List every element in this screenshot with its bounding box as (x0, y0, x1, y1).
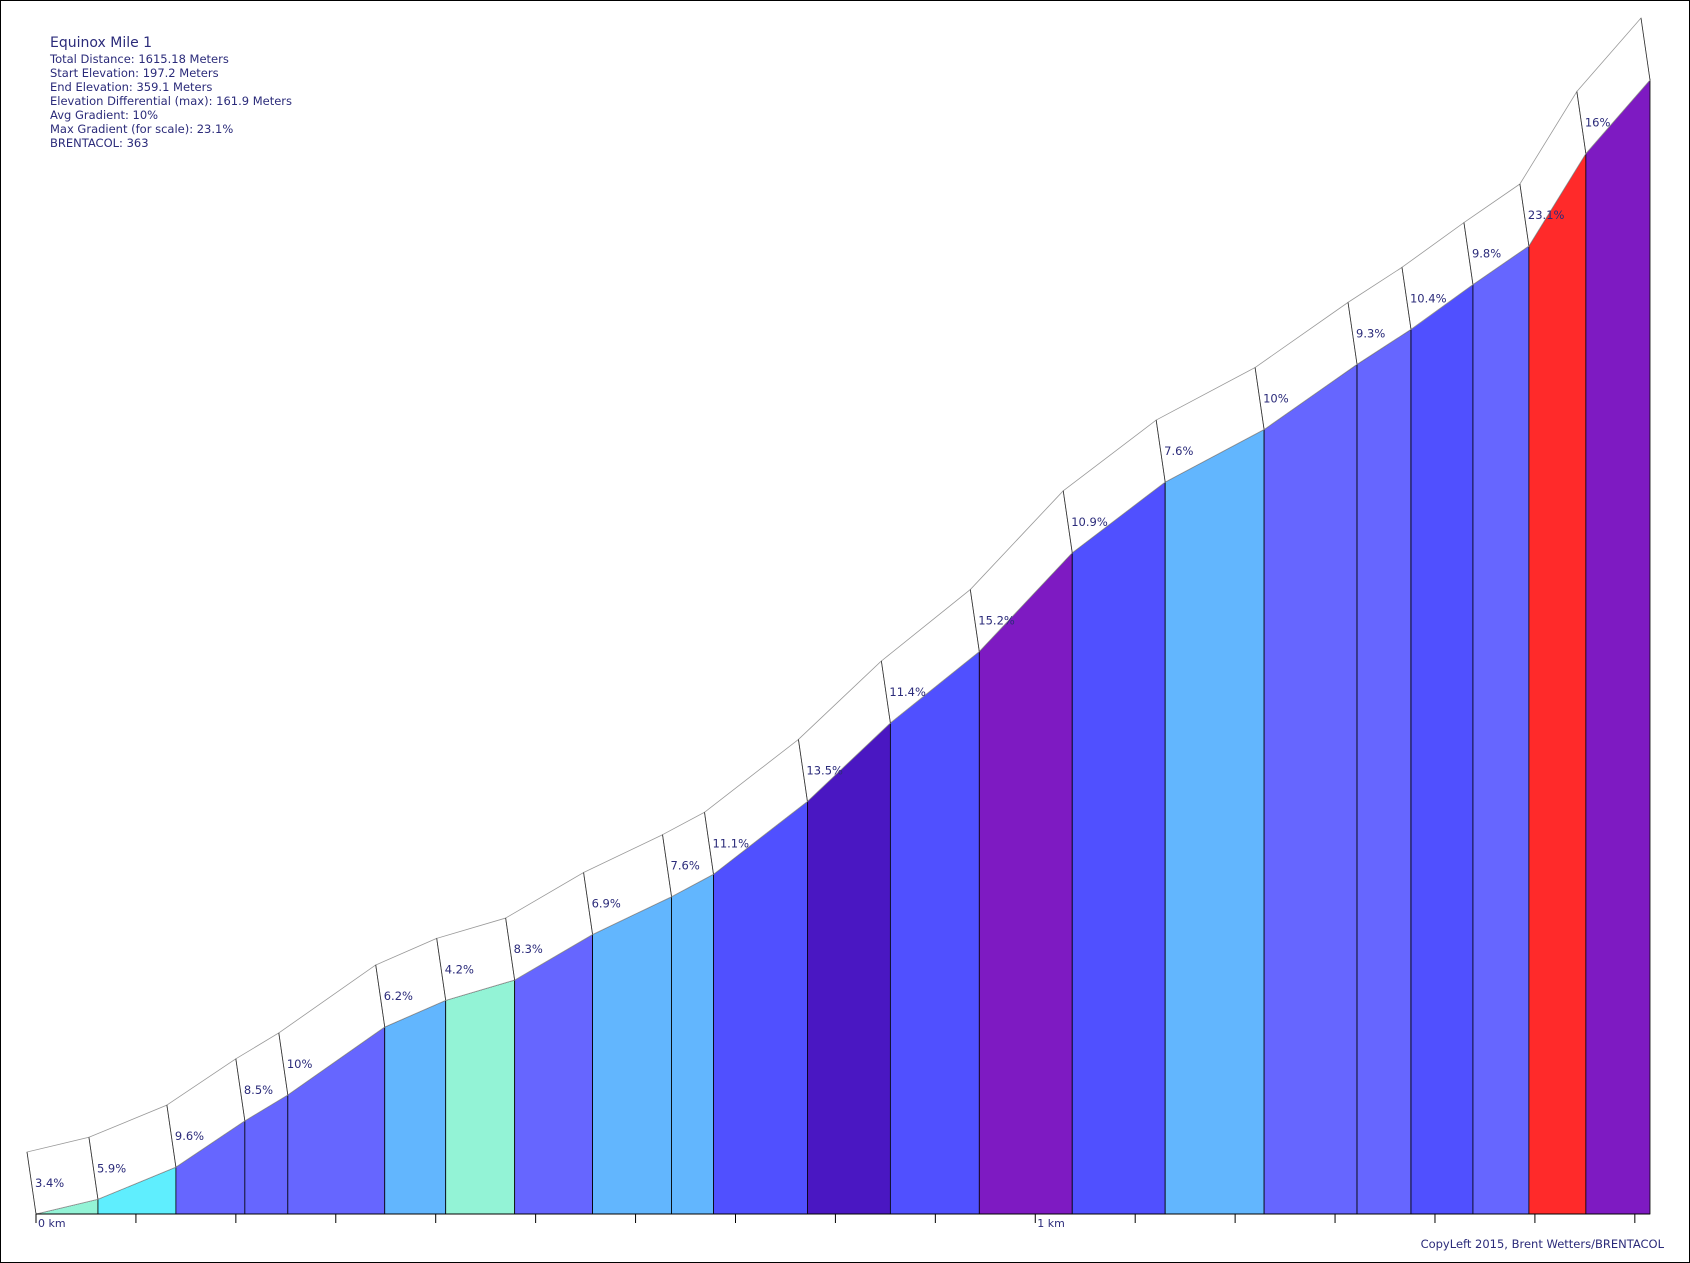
segment-2-gradient-label: 5.9% (97, 1161, 126, 1175)
segment-13-fill (889, 650, 980, 1215)
segment-8-gradient-label: 8.3% (514, 942, 543, 956)
segment-14-cap-edge (969, 589, 980, 652)
copyleft-credit: CopyLeft 2015, Brent Wetters/BRENTACOL (1420, 1237, 1664, 1251)
segment-12-gradient-label: 13.5% (806, 763, 843, 777)
segment-10-cap-edge (662, 834, 672, 897)
info-end-elevation: End Elevation: 359.1 Meters (50, 80, 213, 94)
segment-7-fill (445, 979, 516, 1215)
segment-3-gradient-label: 9.6% (175, 1129, 204, 1143)
segment-7-cap-edge (436, 938, 447, 1001)
info-brentacol: BRENTACOL: 363 (50, 136, 149, 150)
segment-8-cap-edge (505, 917, 516, 981)
segment-19-fill (1410, 283, 1474, 1215)
segment-10-fill (671, 873, 714, 1215)
segment-9-cap-edge (583, 872, 593, 935)
segment-10-gradient-label: 7.6% (671, 859, 700, 873)
segment-1-cap-edge (26, 1151, 37, 1215)
segment-5-cap-edge (278, 1032, 289, 1095)
segment-16-fill (1164, 428, 1265, 1215)
segment-20-gradient-label: 9.8% (1472, 247, 1501, 261)
segment-21-gradient-label: 23.1% (1528, 208, 1565, 222)
segment-4-gradient-label: 8.5% (244, 1083, 273, 1097)
chart-title: Equinox Mile 1 (50, 35, 153, 51)
info-total-distance: Total Distance: 1615.18 Meters (50, 52, 229, 66)
segment-9-fill (592, 896, 672, 1215)
info-avg-gradient: Avg Gradient: 10% (50, 108, 159, 122)
segment-13-cap-edge (880, 660, 891, 724)
segment-20-cap-edge (1463, 222, 1474, 285)
segment-3-cap-edge (166, 1105, 177, 1168)
segment-final-cap-edge (1640, 17, 1651, 81)
segment-6-cap-edge (375, 964, 386, 1028)
segment-16-cap-edge (1155, 419, 1166, 483)
segment-11-gradient-label: 11.1% (713, 836, 750, 850)
x-tick-label: 1 km (1037, 1217, 1065, 1230)
segment-17-gradient-label: 10% (1263, 392, 1289, 406)
info-max-gradient: Max Gradient (for scale): 23.1% (50, 122, 234, 136)
segment-1-gradient-label: 3.4% (35, 1176, 64, 1190)
segment-21-fill (1528, 152, 1587, 1215)
segment-11-cap-edge (704, 812, 714, 875)
info-elevation-differential: Elevation Differential (max): 161.9 Mete… (50, 94, 292, 108)
segment-15-gradient-label: 10.9% (1071, 515, 1108, 529)
segment-14-gradient-label: 15.2% (978, 614, 1015, 628)
segment-15-fill (1071, 481, 1166, 1215)
x-tick-label: 0 km (38, 1217, 66, 1230)
segment-14-fill (978, 551, 1073, 1215)
segment-20-fill (1472, 245, 1530, 1215)
segment-18-cap-edge (1347, 302, 1358, 365)
segment-16-gradient-label: 7.6% (1164, 444, 1193, 458)
segment-19-gradient-label: 10.4% (1410, 291, 1447, 305)
segment-7-gradient-label: 4.2% (445, 962, 474, 976)
segment-15-cap-edge (1062, 490, 1073, 553)
segment-12-cap-edge (798, 739, 808, 802)
segment-5-gradient-label: 10% (287, 1057, 313, 1071)
segment-18-gradient-label: 9.3% (1356, 326, 1385, 340)
segment-6-fill (384, 999, 447, 1215)
segment-22-gradient-label: 16% (1585, 116, 1611, 130)
segment-9-gradient-label: 6.9% (592, 897, 621, 911)
info-panel: Equinox Mile 1 Total Distance: 1615.18 M… (50, 36, 292, 150)
segment-21-cap-edge (1519, 183, 1530, 247)
segment-17-cap-edge (1254, 367, 1265, 430)
segment-6-gradient-label: 6.2% (384, 989, 413, 1003)
segment-17-fill (1263, 363, 1358, 1215)
segment-12-fill (807, 722, 891, 1215)
segment-22-cap-edge (1576, 91, 1587, 154)
segment-4-cap-edge (235, 1058, 246, 1121)
segment-2-cap-edge (88, 1137, 99, 1200)
segment-18-fill (1356, 328, 1412, 1215)
segment-19-cap-edge (1401, 267, 1412, 330)
info-start-elevation: Start Elevation: 197.2 Meters (50, 66, 219, 80)
segment-13-gradient-label: 11.4% (889, 685, 926, 699)
segment-8-fill (514, 933, 593, 1215)
segment-22-fill (1585, 78, 1651, 1215)
